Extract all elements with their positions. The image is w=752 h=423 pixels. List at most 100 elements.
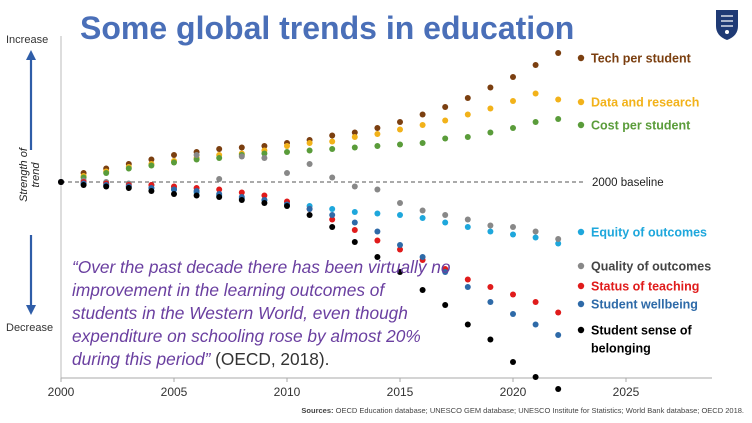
data-point: [555, 236, 562, 242]
series-label: Tech per student: [591, 52, 692, 66]
data-point: [284, 149, 290, 155]
data-point: [397, 246, 403, 253]
quote-text: “Over the past decade there has been vir…: [72, 257, 451, 369]
data-point: [555, 96, 562, 103]
data-point: [306, 140, 313, 146]
series-label: Student sense of belonging: [591, 324, 693, 356]
data-point: [125, 165, 132, 172]
data-point: [374, 228, 381, 235]
data-point: [419, 140, 426, 146]
data-point: [171, 159, 177, 166]
data-point: [351, 134, 358, 140]
data-point: [555, 309, 562, 316]
data-point: [419, 207, 426, 214]
data-point: [103, 170, 110, 176]
data-point: [464, 216, 471, 223]
data-point: [442, 269, 449, 275]
data-point: [419, 287, 426, 293]
data-point: [171, 191, 177, 197]
series-marker: [577, 282, 585, 290]
data-point: [532, 90, 539, 97]
data-point: [351, 239, 358, 245]
data-point: [487, 84, 494, 91]
data-point: [148, 156, 155, 163]
data-point: [487, 105, 494, 112]
data-point: [374, 125, 381, 131]
data-point: [261, 150, 268, 157]
data-point: [442, 212, 449, 218]
data-point: [216, 194, 223, 200]
sources-footnote: Sources: OECD Education database; UNESCO…: [301, 406, 744, 415]
data-point: [487, 222, 494, 229]
data-point: [329, 138, 336, 145]
data-point: [329, 146, 336, 152]
data-point: [532, 228, 539, 235]
data-point: [397, 200, 403, 206]
data-point: [487, 299, 494, 305]
data-point: [80, 182, 87, 188]
data-point: [397, 141, 403, 148]
data-point: [374, 143, 381, 149]
data-point: [397, 269, 403, 275]
sources-text: OECD Education database; UNESCO GEM data…: [335, 406, 744, 415]
data-point: [442, 117, 449, 124]
sources-label: Sources:: [301, 406, 334, 415]
data-point: [464, 321, 471, 328]
data-point: [374, 131, 381, 137]
data-point: [487, 228, 494, 235]
quote-citation: (OECD, 2018).: [215, 349, 330, 369]
data-point: [374, 254, 381, 260]
data-point: [510, 98, 516, 104]
data-point: [555, 50, 562, 56]
data-point: [397, 242, 403, 248]
data-point: [193, 188, 200, 194]
data-point: [261, 143, 268, 149]
x-tick-label: 2005: [161, 385, 188, 399]
data-point: [397, 126, 403, 133]
data-point: [284, 170, 290, 176]
data-point: [374, 186, 381, 193]
data-point: [329, 206, 336, 212]
data-point: [487, 284, 494, 290]
data-point: [510, 359, 516, 365]
data-point: [510, 74, 516, 80]
data-point: [464, 276, 471, 283]
data-point: [306, 161, 313, 167]
data-point: [171, 186, 177, 193]
data-point: [510, 231, 516, 238]
data-point: [329, 216, 336, 223]
data-point: [238, 144, 245, 151]
data-point: [510, 224, 516, 230]
up-arrowhead: [26, 50, 36, 60]
page-title: Some global trends in education: [80, 10, 575, 46]
data-point: [442, 104, 449, 110]
data-point: [442, 302, 449, 308]
series-marker: [577, 54, 585, 62]
data-point: [351, 209, 358, 215]
data-point: [374, 237, 381, 244]
data-point: [125, 185, 132, 191]
data-point: [238, 197, 245, 203]
data-point: [555, 386, 562, 392]
data-point: [306, 147, 313, 154]
data-point: [419, 254, 426, 260]
data-point: [351, 219, 358, 226]
data-point: [464, 134, 471, 140]
series-marker: [577, 228, 585, 236]
data-point: [351, 144, 358, 151]
data-point: [306, 206, 313, 212]
y-axis-top-label: Increase: [6, 34, 49, 46]
data-point: [261, 155, 268, 161]
data-point: [532, 374, 539, 380]
data-point: [171, 152, 177, 158]
data-point: [419, 122, 426, 128]
series-label: Quality of outcomes: [591, 260, 711, 274]
data-point: [148, 162, 155, 169]
data-point: [329, 174, 336, 181]
x-ticks: 2000 2005 2010 2015 2020 2025: [48, 378, 640, 399]
data-point: [555, 240, 562, 247]
series-label: Data and research: [591, 96, 699, 110]
series-marker: [577, 98, 585, 106]
data-point: [284, 143, 290, 149]
